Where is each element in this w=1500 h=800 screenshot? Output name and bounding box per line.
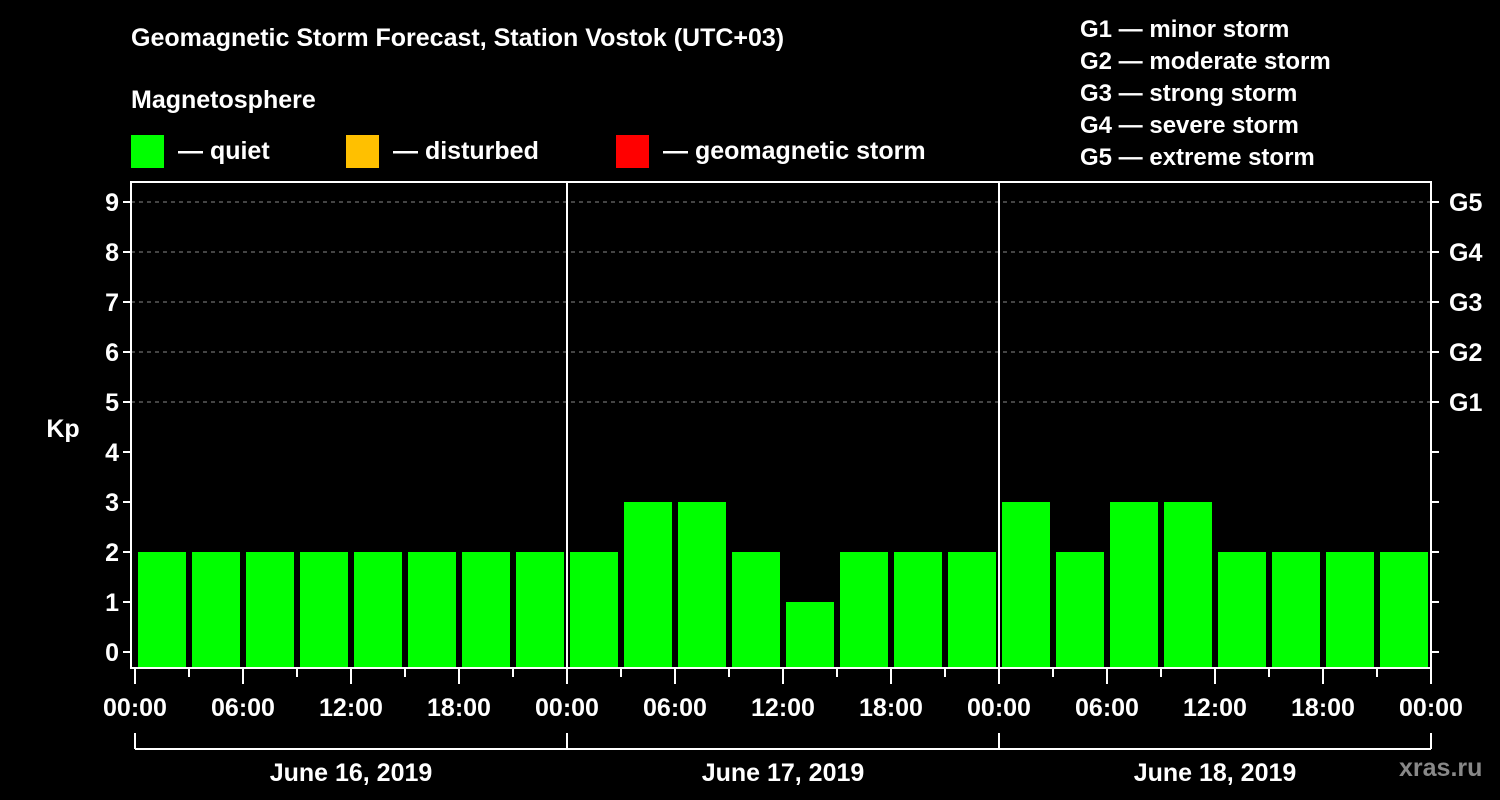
g-level-label: G1 — [1449, 389, 1482, 417]
y-tick-label: 0 — [105, 639, 119, 667]
kp-bar — [624, 502, 672, 667]
kp-bar — [894, 552, 942, 667]
y-tick-label: 8 — [105, 239, 119, 267]
g-level-label: G4 — [1449, 239, 1482, 267]
y-tick-label: 3 — [105, 489, 119, 517]
storm-scale-g5: G5 — extreme storm — [1080, 144, 1315, 171]
legend-label: — geomagnetic storm — [663, 136, 926, 165]
kp-bar — [1218, 552, 1266, 667]
x-tick-label: 12:00 — [751, 694, 815, 722]
kp-bar — [732, 552, 780, 667]
kp-bar — [570, 552, 618, 667]
day-label: June 17, 2019 — [702, 759, 865, 787]
x-tick-label: 00:00 — [1399, 694, 1463, 722]
legend-item-disturbed: — disturbed — [346, 134, 539, 168]
kp-bar — [948, 552, 996, 667]
storm-scale-g2: G2 — moderate storm — [1080, 48, 1331, 75]
kp-bar — [138, 552, 186, 667]
x-tick-label: 18:00 — [859, 694, 923, 722]
quiet-swatch-icon — [131, 134, 164, 168]
legend-subtitle: Magnetosphere — [131, 86, 316, 114]
x-tick-label: 18:00 — [427, 694, 491, 722]
y-tick-label: 9 — [105, 189, 119, 217]
storm-scale-legend: G1 — minor storm G2 — moderate storm G3 … — [1080, 14, 1331, 174]
x-tick-label: 06:00 — [643, 694, 707, 722]
kp-bar — [1272, 552, 1320, 667]
y-tick-label: 1 — [105, 589, 119, 617]
storm-scale-g4: G4 — severe storm — [1080, 112, 1299, 139]
x-tick-label: 06:00 — [1075, 694, 1139, 722]
kp-bar — [678, 502, 726, 667]
chart-title: Geomagnetic Storm Forecast, Station Vost… — [131, 24, 785, 52]
legend-label: — quiet — [178, 136, 270, 165]
day-label: June 18, 2019 — [1134, 759, 1297, 787]
g-level-label: G5 — [1449, 189, 1482, 217]
x-tick-label: 18:00 — [1291, 694, 1355, 722]
storm-scale-g1: G1 — minor storm — [1080, 16, 1290, 43]
kp-bar — [192, 552, 240, 667]
kp-bar — [246, 552, 294, 667]
kp-bar — [462, 552, 510, 667]
y-tick-label: 2 — [105, 539, 119, 567]
kp-bar — [1164, 502, 1212, 667]
x-tick-label: 00:00 — [967, 694, 1031, 722]
kp-bar — [1110, 502, 1158, 667]
kp-bar — [300, 552, 348, 667]
storm-swatch-icon — [616, 134, 649, 168]
g-level-label: G2 — [1449, 339, 1482, 367]
y-tick-label: 5 — [105, 389, 119, 417]
x-tick-label: 12:00 — [319, 694, 383, 722]
kp-bar — [408, 552, 456, 667]
kp-bar — [354, 552, 402, 667]
kp-bar — [840, 552, 888, 667]
y-tick-label: 6 — [105, 339, 119, 367]
disturbed-swatch-icon — [346, 134, 379, 168]
day-label: June 16, 2019 — [270, 759, 433, 787]
g-level-label: G3 — [1449, 289, 1482, 317]
kp-bar — [1326, 552, 1374, 667]
y-tick-label: 7 — [105, 289, 119, 317]
legend-label: — disturbed — [393, 136, 539, 165]
kp-bar — [786, 602, 834, 667]
kp-bar — [1380, 552, 1428, 667]
kp-bar — [516, 552, 564, 667]
watermark: xras.ru — [1399, 754, 1483, 782]
legend-item-storm: — geomagnetic storm — [616, 134, 926, 168]
kp-bar — [1002, 502, 1050, 667]
x-tick-label: 12:00 — [1183, 694, 1247, 722]
x-tick-label: 00:00 — [535, 694, 599, 722]
storm-scale-g3: G3 — strong storm — [1080, 80, 1298, 107]
kp-bar — [1056, 552, 1104, 667]
x-tick-label: 00:00 — [103, 694, 167, 722]
x-tick-label: 06:00 — [211, 694, 275, 722]
legend-item-quiet: — quiet — [131, 134, 270, 168]
y-tick-label: 4 — [105, 439, 119, 467]
y-axis-label: Kp — [46, 415, 79, 443]
plot-frame — [130, 181, 1432, 669]
